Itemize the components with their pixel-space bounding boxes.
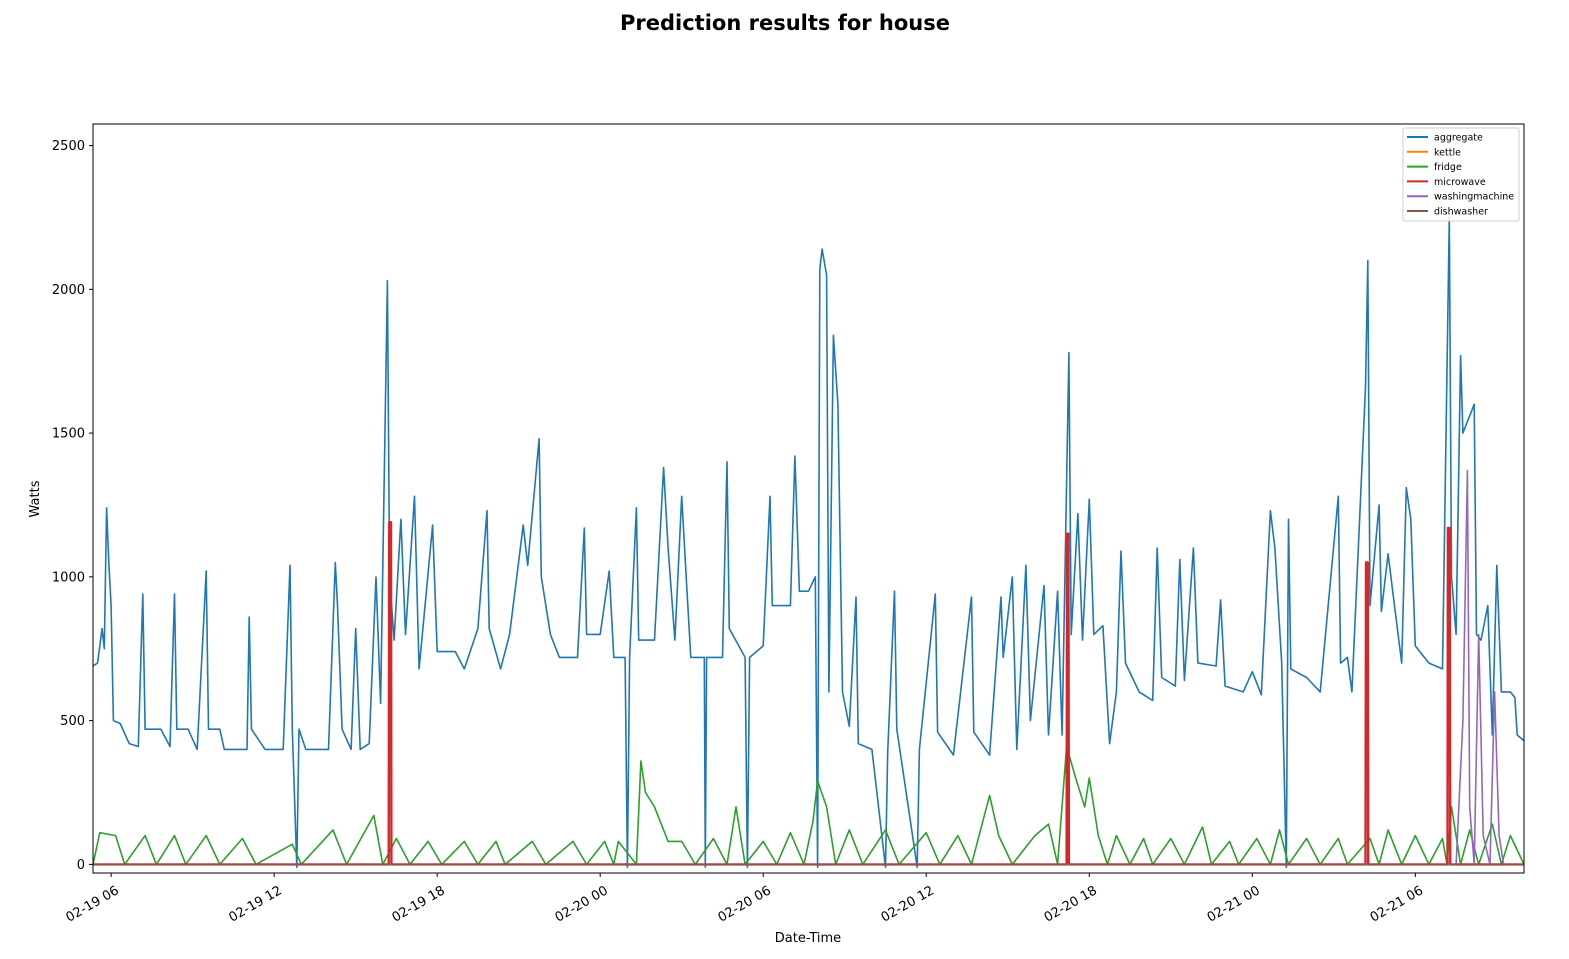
y-axis: 0 500 1000 1500 2000 2500 — [52, 139, 93, 873]
legend-label-microwave: microwave — [1434, 177, 1486, 188]
y-axis-title: Watts — [28, 480, 43, 517]
y-tick-label: 1500 — [52, 427, 85, 442]
plot-area — [93, 216, 1524, 868]
legend-box — [1402, 127, 1520, 222]
y-tick-label: 2500 — [52, 139, 85, 154]
legend-label-dishwasher: dishwasher — [1434, 207, 1488, 218]
x-tick-label: 02-20 18 — [1042, 883, 1100, 925]
x-tick-label: 02-20 12 — [879, 883, 937, 925]
plot-frame — [92, 123, 1525, 874]
series-line-microwave — [93, 521, 1524, 866]
x-tick-label: 02-19 12 — [227, 883, 285, 925]
x-tick-label: 02-19 18 — [390, 883, 448, 925]
series-line-washingmachine — [93, 469, 1524, 866]
x-tick-label: 02-21 00 — [1205, 883, 1263, 925]
series-line-fridge — [93, 745, 1524, 866]
x-tick-label: 02-20 06 — [716, 883, 774, 925]
legend-label-aggregate: aggregate — [1434, 133, 1483, 144]
y-tick-label: 500 — [60, 714, 85, 729]
series-line-aggregate — [93, 216, 1524, 868]
x-axis: 02-19 06 02-19 12 02-19 18 02-20 00 02-20 06… — [64, 873, 1426, 926]
x-axis-title: Date-Time — [775, 931, 841, 946]
x-tick-label: 02-19 06 — [64, 883, 122, 925]
y-tick-label: 0 — [77, 858, 85, 873]
x-tick-label: 02-20 00 — [553, 883, 611, 925]
x-tick-label: 02-21 06 — [1368, 883, 1426, 925]
y-tick-label: 1000 — [52, 570, 85, 585]
legend-label-kettle: kettle — [1434, 147, 1461, 158]
legend: aggregate kettle fridge microwave washingmac… — [1402, 127, 1520, 222]
y-tick-label: 2000 — [52, 283, 85, 298]
legend-label-fridge: fridge — [1434, 162, 1462, 173]
chart-title: Prediction results for house — [620, 11, 950, 35]
legend-label-washingmachine: washingmachine — [1434, 192, 1514, 203]
